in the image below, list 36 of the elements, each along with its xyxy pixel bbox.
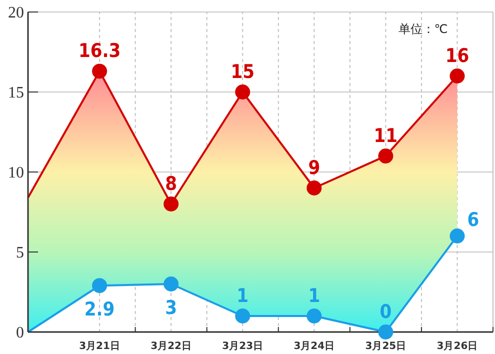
data-label: 1 — [308, 285, 320, 307]
data-label: 15 — [230, 61, 255, 83]
y-tick-label: 20 — [8, 4, 24, 22]
data-label: 6 — [467, 209, 480, 231]
y-tick-label: 5 — [16, 244, 24, 262]
y-tick-label: 10 — [8, 164, 24, 182]
point — [92, 278, 108, 294]
point — [306, 308, 322, 324]
y-tick-label: 15 — [8, 84, 24, 102]
point — [235, 308, 250, 324]
x-tick-label: 3月26日 — [436, 341, 478, 352]
point — [164, 196, 179, 212]
data-label: 2.9 — [84, 298, 115, 321]
point — [378, 324, 394, 340]
point — [92, 64, 108, 79]
data-label: 9 — [308, 157, 320, 179]
point — [306, 180, 322, 196]
point — [450, 68, 465, 84]
x-tick-label: 3月22日 — [150, 341, 192, 352]
data-label: 16.3 — [78, 40, 121, 62]
data-label: 11 — [374, 125, 398, 147]
data-label: 1 — [236, 285, 249, 307]
data-label: 3 — [165, 297, 178, 319]
point — [235, 84, 250, 100]
x-tick-label: 3月24日 — [294, 341, 335, 352]
point — [164, 276, 179, 292]
data-label: 8 — [165, 173, 178, 195]
x-tick-label: 3月21日 — [79, 341, 120, 352]
annotation: 单位：℃ — [398, 22, 448, 36]
data-label: 16 — [445, 45, 470, 67]
data-label: 0 — [380, 301, 392, 323]
point — [378, 148, 394, 164]
x-tick-label: 3月23日 — [222, 341, 264, 352]
y-tick-label: 0 — [16, 324, 24, 342]
point — [450, 228, 465, 244]
x-tick-label: 3月25日 — [365, 341, 406, 352]
